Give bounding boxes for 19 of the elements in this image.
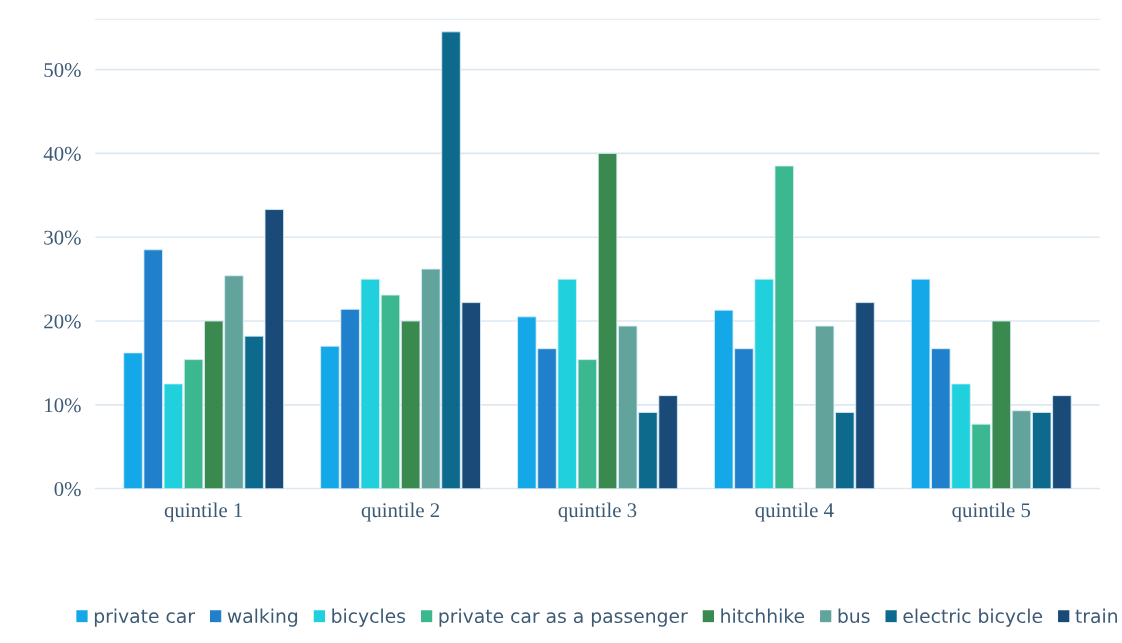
legend-label: electric bicycle [903,608,1043,627]
y-tick-label: 50% [44,62,81,78]
legend-label: train [1075,608,1117,624]
legend-label: private car [94,608,195,627]
y-tick-label: 30% [44,230,81,245]
x-tick-label: quintile 2 [361,502,440,522]
legend-label: hitchhike [721,608,805,624]
y-tick-label: 20% [44,314,81,329]
legend-label: bicycles [332,608,406,627]
x-tick-label: quintile 1 [164,502,243,522]
legend-label: private car as a passenger [439,608,688,627]
legend-label: bus [838,608,870,624]
x-tick-label: quintile 3 [558,502,637,522]
x-tick-label: quintile 5 [952,502,1031,522]
legend-label: walking [227,608,298,627]
x-tick-label: quintile 4 [755,502,834,522]
y-tick-label: 10% [45,398,81,413]
y-tick-label: 40% [43,146,81,161]
y-tick-label: 0% [54,482,81,497]
